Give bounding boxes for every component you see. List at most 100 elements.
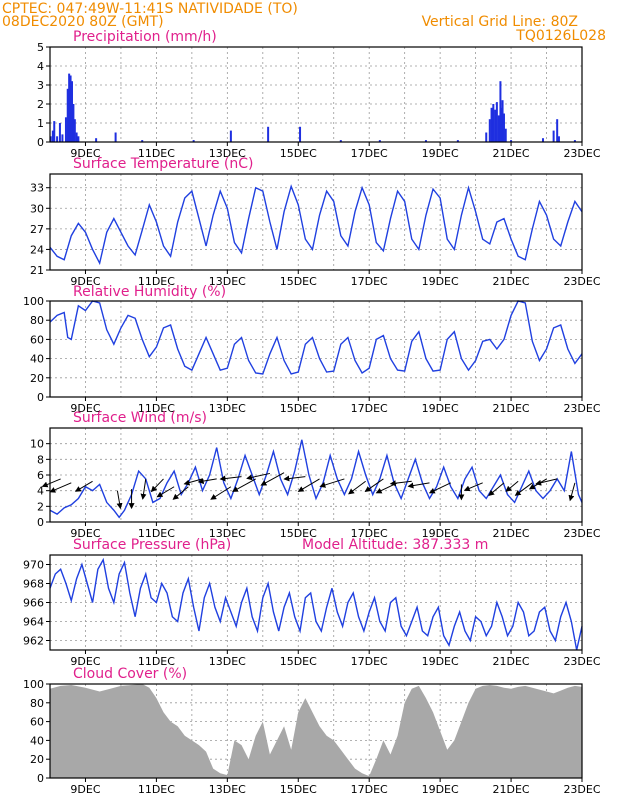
precip-bar bbox=[541, 138, 544, 142]
panel-temp: 21 24 27 30 33 9DEC 11DEC 13DEC 15DEC 17DEC 19DEC 2… bbox=[30, 156, 601, 288]
y-tick-label: 20 bbox=[30, 753, 44, 766]
y-tick-label: 962 bbox=[23, 635, 44, 648]
y-tick-label: 8 bbox=[37, 453, 44, 466]
header-model-code: TQ0126L028 bbox=[515, 28, 606, 44]
wind-vector-arrow bbox=[348, 480, 366, 495]
x-tick-label: 15DEC bbox=[280, 783, 317, 796]
x-tick-label: 15DEC bbox=[280, 402, 317, 415]
precip-bar bbox=[490, 107, 493, 142]
panel-rh: 0 20 40 60 80 100 9DEC 11DEC 13DEC 15DEC 17DEC 19DE… bbox=[23, 284, 601, 415]
x-tick-label: 9DEC bbox=[70, 275, 100, 288]
y-tick-label: 30 bbox=[30, 202, 44, 215]
precip-bar bbox=[66, 88, 69, 142]
precip-bar bbox=[492, 104, 495, 142]
wind-vector-arrow bbox=[488, 482, 505, 496]
precip-bar bbox=[51, 130, 54, 142]
precip-bar bbox=[72, 104, 75, 142]
y-tick-label: 60 bbox=[30, 716, 44, 729]
x-tick-label: 23DEC bbox=[563, 527, 600, 540]
x-tick-label: 15DEC bbox=[280, 147, 317, 160]
x-tick-label: 17DEC bbox=[351, 527, 388, 540]
wind-vector-arrow bbox=[172, 486, 189, 500]
wind-vector-arrow bbox=[156, 486, 175, 498]
x-tick-label: 23DEC bbox=[563, 783, 600, 796]
precip-bar bbox=[552, 130, 555, 142]
x-tick-label: 17DEC bbox=[351, 655, 388, 668]
y-tick-label: 5 bbox=[37, 41, 44, 54]
panel-frame bbox=[49, 683, 583, 779]
x-tick-label: 11DEC bbox=[138, 655, 175, 668]
rh-series-line bbox=[49, 300, 583, 375]
y-tick-label: 4 bbox=[37, 485, 44, 498]
precip-bar bbox=[267, 126, 270, 142]
precip-bar bbox=[502, 113, 505, 142]
wind-vector-arrow bbox=[210, 486, 232, 500]
precip-bar bbox=[68, 73, 71, 142]
y-tick-label: 100 bbox=[23, 295, 44, 308]
y-tick-label: 60 bbox=[30, 333, 44, 346]
cloud-title: Cloud Cover (%) bbox=[73, 666, 187, 682]
wind-vector-arrow bbox=[535, 478, 558, 486]
precip-bar bbox=[504, 128, 507, 142]
precip-bar bbox=[495, 102, 498, 142]
precip-bar bbox=[456, 140, 459, 142]
y-tick-label: 970 bbox=[23, 559, 44, 572]
precip-bar bbox=[497, 115, 500, 142]
wind-vector-arrow bbox=[428, 482, 451, 494]
precip-bar bbox=[499, 81, 502, 142]
wind-vector-arrow bbox=[364, 478, 384, 492]
pres-series-line bbox=[49, 557, 583, 651]
model-altitude-label: Model Altitude: 387.333 m bbox=[302, 537, 488, 553]
precip-bar bbox=[73, 119, 76, 142]
precip-bar bbox=[77, 136, 80, 142]
y-tick-label: 100 bbox=[23, 678, 44, 691]
precip-bar bbox=[424, 140, 427, 142]
precip-bar bbox=[494, 109, 497, 142]
x-tick-label: 13DEC bbox=[209, 402, 246, 415]
wind-vector-arrow bbox=[246, 472, 271, 481]
pres-title: Surface Pressure (hPa) bbox=[73, 537, 231, 553]
x-tick-label: 11DEC bbox=[138, 783, 175, 796]
precip-bar bbox=[70, 81, 73, 142]
x-tick-label: 23DEC bbox=[563, 402, 600, 415]
y-tick-label: 6 bbox=[37, 469, 44, 482]
precip-bar bbox=[56, 136, 59, 142]
x-tick-label: 21DEC bbox=[493, 783, 530, 796]
precip-bar bbox=[49, 136, 52, 142]
x-tick-label: 9DEC bbox=[70, 402, 100, 415]
y-tick-label: 0 bbox=[37, 772, 44, 785]
precip-bar bbox=[69, 75, 72, 142]
y-tick-label: 40 bbox=[30, 353, 44, 366]
wind-vector-arrow bbox=[140, 478, 147, 500]
x-tick-label: 17DEC bbox=[351, 275, 388, 288]
x-tick-label: 21DEC bbox=[493, 147, 530, 160]
panel-frame bbox=[49, 46, 583, 143]
wind-vector-arrow bbox=[41, 478, 61, 488]
x-tick-label: 19DEC bbox=[422, 402, 459, 415]
precip-bar bbox=[510, 140, 513, 142]
wind-vector-arrow bbox=[505, 480, 519, 492]
y-tick-label: 80 bbox=[30, 697, 44, 710]
precip-bar bbox=[58, 123, 61, 142]
meteogram-panels: 0 1 2 3 4 5 9DEC 11DEC 13DEC 15DEC 17DEC 19DEC 21DEC… bbox=[23, 29, 601, 796]
wind-vector-arrow bbox=[74, 480, 93, 492]
x-tick-label: 19DEC bbox=[422, 275, 459, 288]
wind-title: Surface Wind (m/s) bbox=[73, 410, 207, 426]
temp-title: Surface Temperature (nC) bbox=[73, 156, 254, 172]
y-tick-label: 24 bbox=[30, 243, 44, 256]
precip-bar bbox=[557, 136, 560, 142]
y-tick-label: 40 bbox=[30, 734, 44, 747]
precip-bar bbox=[378, 140, 381, 142]
y-tick-label: 20 bbox=[30, 372, 44, 385]
precip-bar bbox=[556, 119, 559, 142]
wind-vector-arrow bbox=[463, 482, 483, 492]
wind-vector-arrow bbox=[514, 482, 533, 496]
precip-bar bbox=[64, 117, 67, 142]
header-run-time: 08DEC2020 80Z (GMT) bbox=[2, 14, 164, 30]
wind-vector-arrow bbox=[116, 490, 123, 510]
y-tick-label: 2 bbox=[37, 98, 44, 111]
precip-bar bbox=[501, 100, 504, 142]
y-tick-label: 80 bbox=[30, 314, 44, 327]
y-tick-label: 968 bbox=[23, 578, 44, 591]
